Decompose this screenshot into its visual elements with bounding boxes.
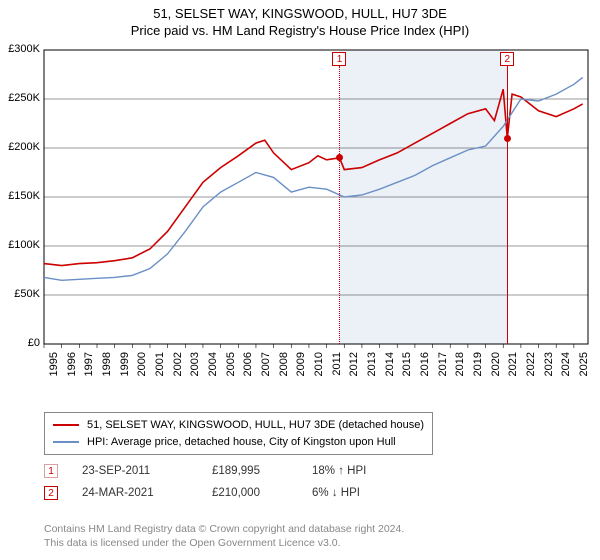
- x-axis-label: 2000: [136, 352, 148, 386]
- chart-svg: [0, 44, 600, 404]
- legend-row: HPI: Average price, detached house, City…: [53, 434, 424, 451]
- y-axis-label: £150K: [0, 190, 40, 202]
- x-axis-label: 1997: [83, 352, 95, 386]
- x-axis-label: 2008: [278, 352, 290, 386]
- y-axis-label: £0: [0, 337, 40, 349]
- sale-marker: 2: [44, 486, 58, 500]
- x-axis-label: 2018: [454, 352, 466, 386]
- x-axis-label: 1999: [119, 352, 131, 386]
- chart-sale-marker: 1: [332, 52, 346, 66]
- x-axis-label: 2021: [507, 352, 519, 386]
- x-axis-label: 2011: [331, 352, 343, 386]
- x-axis-label: 2025: [578, 352, 590, 386]
- legend: 51, SELSET WAY, KINGSWOOD, HULL, HU7 3DE…: [44, 412, 433, 455]
- x-axis-label: 1998: [101, 352, 113, 386]
- footer-line: This data is licensed under the Open Gov…: [44, 536, 404, 550]
- chart-sale-dot: [504, 135, 511, 142]
- y-axis-label: £100K: [0, 239, 40, 251]
- x-axis-label: 2003: [189, 352, 201, 386]
- x-axis-label: 2015: [401, 352, 413, 386]
- legend-label: HPI: Average price, detached house, City…: [87, 434, 396, 451]
- sale-row: 2 24-MAR-2021 £210,000 6% ↓ HPI: [44, 482, 432, 504]
- x-axis-label: 2012: [348, 352, 360, 386]
- sale-price: £210,000: [212, 487, 312, 499]
- x-axis-label: 2022: [525, 352, 537, 386]
- x-axis-label: 2023: [543, 352, 555, 386]
- legend-swatch: [53, 424, 79, 426]
- sale-diff: 18% ↑ HPI: [312, 465, 432, 477]
- y-axis-label: £300K: [0, 43, 40, 55]
- x-axis-label: 2020: [490, 352, 502, 386]
- x-axis-label: 2006: [242, 352, 254, 386]
- chart: 1 2 £0 £50K £100K £150K £200K £250K £300K 1995 199…: [0, 44, 600, 404]
- footer-line: Contains HM Land Registry data © Crown c…: [44, 522, 404, 536]
- x-axis-label: 2002: [172, 352, 184, 386]
- sale-marker-number: 1: [48, 466, 54, 477]
- legend-row: 51, SELSET WAY, KINGSWOOD, HULL, HU7 3DE…: [53, 417, 424, 434]
- x-axis-label: 2010: [313, 352, 325, 386]
- title-address: 51, SELSET WAY, KINGSWOOD, HULL, HU7 3DE: [0, 6, 600, 21]
- legend-swatch: [53, 441, 79, 443]
- y-axis-label: £200K: [0, 141, 40, 153]
- x-axis-label: 2013: [366, 352, 378, 386]
- x-axis-label: 2016: [419, 352, 431, 386]
- x-axis-label: 2005: [225, 352, 237, 386]
- y-axis-label: £50K: [0, 288, 40, 300]
- x-axis-label: 2001: [154, 352, 166, 386]
- x-axis-label: 2024: [560, 352, 572, 386]
- sale-marker-number: 2: [48, 488, 54, 499]
- title-subtitle: Price paid vs. HM Land Registry's House …: [0, 23, 600, 38]
- x-axis-label: 1995: [48, 352, 60, 386]
- x-axis-label: 2004: [207, 352, 219, 386]
- legend-label: 51, SELSET WAY, KINGSWOOD, HULL, HU7 3DE…: [87, 417, 424, 434]
- x-axis-label: 2007: [260, 352, 272, 386]
- sale-row: 1 23-SEP-2011 £189,995 18% ↑ HPI: [44, 460, 432, 482]
- x-axis-label: 2014: [384, 352, 396, 386]
- sale-diff: 6% ↓ HPI: [312, 487, 432, 499]
- x-axis-label: 2017: [437, 352, 449, 386]
- footer: Contains HM Land Registry data © Crown c…: [44, 522, 404, 550]
- x-axis-label: 1996: [66, 352, 78, 386]
- sale-date: 23-SEP-2011: [82, 465, 212, 477]
- y-axis-label: £250K: [0, 92, 40, 104]
- chart-sale-marker: 2: [500, 52, 514, 66]
- x-axis-label: 2009: [295, 352, 307, 386]
- sale-marker: 1: [44, 464, 58, 478]
- sale-price: £189,995: [212, 465, 312, 477]
- sale-date: 24-MAR-2021: [82, 487, 212, 499]
- title-block: 51, SELSET WAY, KINGSWOOD, HULL, HU7 3DE…: [0, 0, 600, 38]
- x-axis-label: 2019: [472, 352, 484, 386]
- sales-table: 1 23-SEP-2011 £189,995 18% ↑ HPI 2 24-MA…: [44, 460, 432, 504]
